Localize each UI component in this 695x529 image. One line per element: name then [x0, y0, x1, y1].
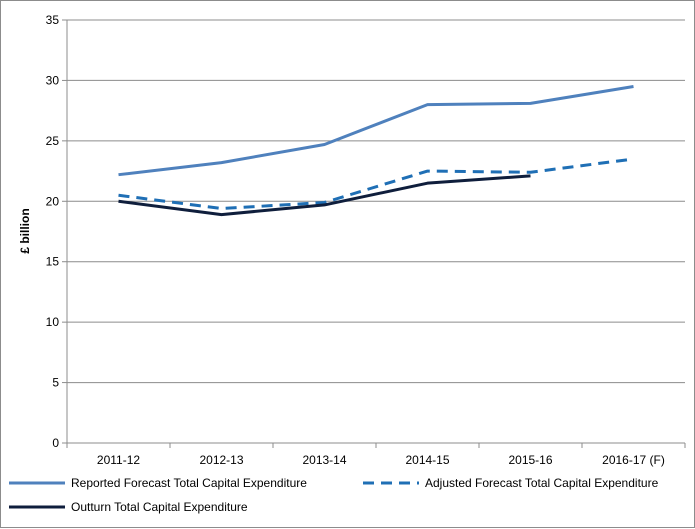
legend-label-2: Adjusted Forecast Total Capital Expendit…	[425, 476, 659, 490]
y-tick-label: 5	[52, 376, 59, 390]
y-tick-label: 35	[46, 13, 60, 27]
y-tick-label: 20	[46, 194, 60, 208]
legend-label-3: Outturn Total Capital Expenditure	[71, 500, 248, 514]
x-tick-label: 2012-13	[199, 453, 243, 467]
x-tick-label: 2014-15	[405, 453, 449, 467]
y-tick-label: 15	[46, 255, 60, 269]
y-tick-labels: 0 5 10 15 20 25 30 35	[46, 13, 60, 450]
gridlines	[67, 19, 685, 384]
y-axis-label: £ billion	[18, 208, 32, 253]
y-tick-label: 0	[52, 436, 59, 450]
x-tick-label: 2016-17 (F)	[602, 453, 665, 467]
x-tick-label: 2011-12	[97, 453, 140, 467]
series-lines	[118, 84, 634, 217]
x-tick-label: 2015-16	[508, 453, 552, 467]
series-line-2	[118, 157, 634, 211]
series-line-1	[118, 84, 634, 177]
legend: Reported Forecast Total Capital Expendit…	[9, 476, 659, 514]
y-tick-label: 30	[46, 73, 60, 87]
axes	[62, 19, 686, 448]
series-line-3	[118, 174, 531, 217]
legend-label-1: Reported Forecast Total Capital Expendit…	[71, 476, 307, 490]
x-tick-label: 2013-14	[302, 453, 346, 467]
y-tick-label: 10	[46, 315, 60, 329]
x-tick-labels: 2011-12 2012-13 2013-14 2014-15 2015-16 2016-…	[97, 453, 665, 467]
y-tick-label: 25	[46, 134, 60, 148]
